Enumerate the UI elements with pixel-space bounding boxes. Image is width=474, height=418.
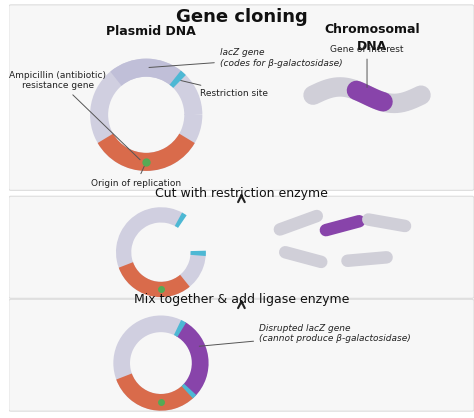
Text: Disrupted lacZ gene
(cannot produce β-galactosidase): Disrupted lacZ gene (cannot produce β-ga…: [199, 324, 411, 346]
FancyBboxPatch shape: [9, 196, 474, 298]
Text: Chromosomal
DNA: Chromosomal DNA: [324, 23, 420, 53]
Text: Restriction site: Restriction site: [181, 80, 268, 98]
Text: Gene of interest: Gene of interest: [330, 45, 404, 87]
Text: lacZ gene
(codes for β-galactosidase): lacZ gene (codes for β-galactosidase): [149, 48, 342, 68]
Text: Cut with restriction enzyme: Cut with restriction enzyme: [155, 187, 328, 200]
Text: Gene cloning: Gene cloning: [175, 8, 307, 25]
Text: Plasmid DNA: Plasmid DNA: [106, 25, 196, 38]
Text: Origin of replication: Origin of replication: [91, 164, 182, 188]
FancyBboxPatch shape: [9, 5, 474, 190]
FancyBboxPatch shape: [9, 299, 474, 411]
Text: Ampicillin (antibiotic)
resistance gene: Ampicillin (antibiotic) resistance gene: [9, 71, 140, 160]
Text: Mix together & add ligase enzyme: Mix together & add ligase enzyme: [134, 293, 349, 306]
